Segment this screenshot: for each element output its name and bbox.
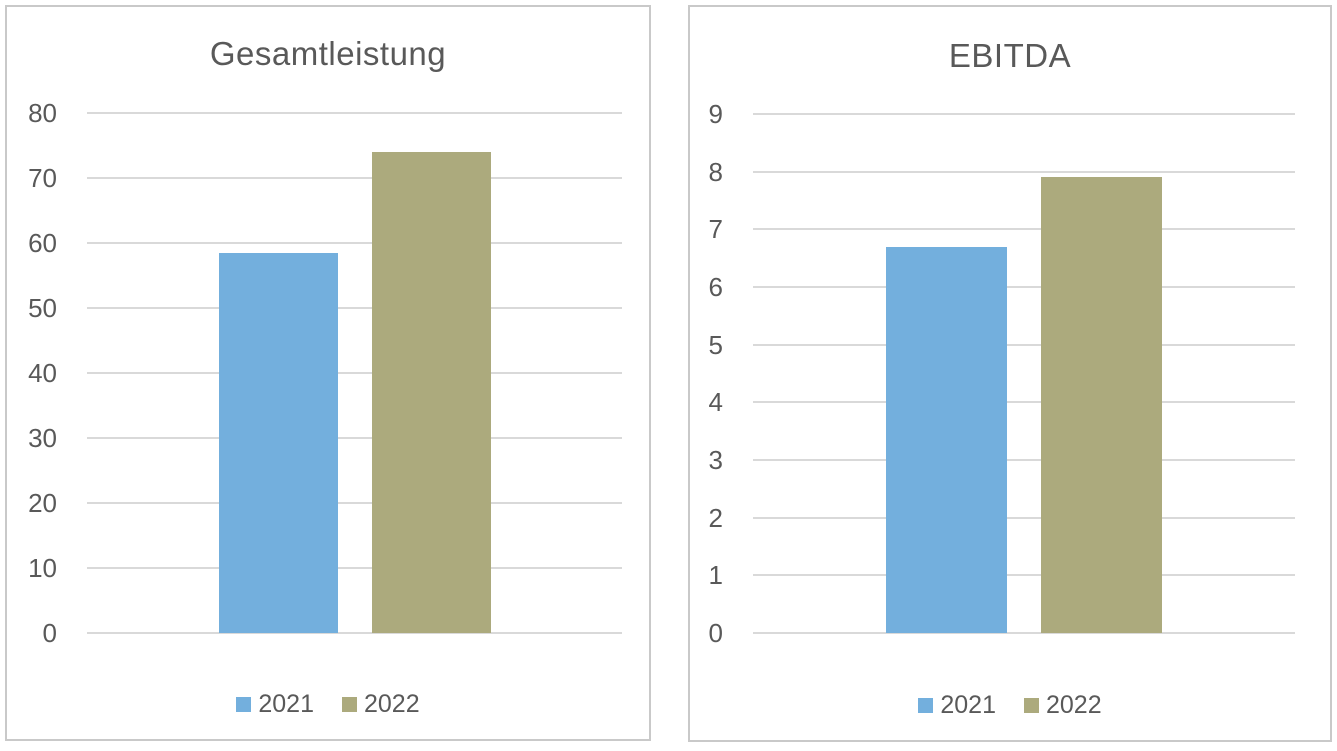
- legend-item-2021[interactable]: 2021: [236, 691, 314, 717]
- legend-swatch-2022: [1024, 697, 1039, 713]
- gridline-y-9: [753, 113, 1295, 115]
- gridline-y-2: [753, 516, 1295, 519]
- legend-item-2022[interactable]: 2022: [1024, 692, 1102, 718]
- legend-swatch-2022: [342, 696, 357, 712]
- y-axis-label-60: 60: [28, 228, 57, 258]
- legend: 2021 2022: [7, 691, 649, 717]
- legend-item-2021[interactable]: 2021: [918, 692, 996, 718]
- gridline-y-6: [753, 286, 1295, 288]
- gridline-y-70: [87, 177, 622, 179]
- gridline-y-80: [87, 112, 622, 114]
- gridline-y-10: [87, 567, 622, 569]
- bar-2022[interactable]: [371, 152, 491, 633]
- gridline-y-60: [87, 242, 622, 244]
- y-axis-label-4: 4: [708, 387, 723, 418]
- y-axis-label-30: 30: [28, 423, 57, 453]
- legend-label-2021: 2021: [940, 691, 996, 719]
- y-axis-label-1: 1: [708, 560, 723, 591]
- bar-2021[interactable]: [886, 246, 1008, 633]
- chart-title: EBITDA: [948, 37, 1072, 74]
- gridline-y-50: [87, 307, 622, 309]
- chart-title: Gesamtleistung: [209, 35, 447, 72]
- gridline-y-30: [87, 437, 622, 439]
- y-axis-label-9: 9: [708, 99, 723, 129]
- y-axis-label-10: 10: [28, 553, 57, 583]
- y-axis-label-7: 7: [708, 214, 723, 245]
- legend-swatch-2021: [918, 697, 934, 713]
- y-axis-label-40: 40: [28, 358, 57, 388]
- y-axis-label-5: 5: [708, 329, 723, 360]
- gridline-y-0: [87, 632, 622, 634]
- y-axis-label-0: 0: [708, 618, 723, 648]
- y-axis-label-3: 3: [708, 445, 723, 475]
- y-axis-label-50: 50: [28, 293, 57, 323]
- y-axis-label-8: 8: [708, 156, 723, 187]
- legend-item-2022[interactable]: 2022: [342, 691, 420, 717]
- gridline-y-1: [753, 574, 1295, 577]
- gridline-y-4: [753, 401, 1295, 404]
- chart-panel-gesamtleistung: Gesamtleistung 0 10 20 30 40 50 60 70 80 2021 20…: [5, 5, 651, 741]
- bar-2021[interactable]: [218, 252, 338, 633]
- legend-swatch-2021: [236, 696, 252, 712]
- y-axis-label-6: 6: [708, 272, 723, 302]
- legend: 2021 2022: [690, 692, 1330, 718]
- plot-area: [753, 113, 1295, 634]
- y-axis-label-2: 2: [708, 502, 723, 533]
- gridline-y-8: [753, 170, 1295, 173]
- gridline-y-40: [87, 372, 622, 374]
- plot-area: [87, 112, 622, 634]
- y-axis-label-70: 70: [28, 163, 57, 193]
- y-axis-label-80: 80: [28, 98, 57, 128]
- y-axis-label-20: 20: [28, 488, 57, 518]
- legend-label-2022: 2022: [364, 690, 420, 718]
- gridline-y-3: [753, 459, 1295, 461]
- y-axis-label-0: 0: [42, 618, 57, 648]
- bar-2022[interactable]: [1041, 177, 1163, 633]
- gridline-y-0: [753, 632, 1295, 634]
- chart-panel-ebitda: EBITDA 0 1 2 3 4 5 6 7 8 9 2021 2022: [688, 5, 1332, 742]
- gridline-y-20: [87, 502, 622, 504]
- gridline-y-7: [753, 228, 1295, 231]
- legend-label-2021: 2021: [258, 690, 314, 718]
- gridline-y-5: [753, 343, 1295, 346]
- legend-label-2022: 2022: [1046, 691, 1102, 719]
